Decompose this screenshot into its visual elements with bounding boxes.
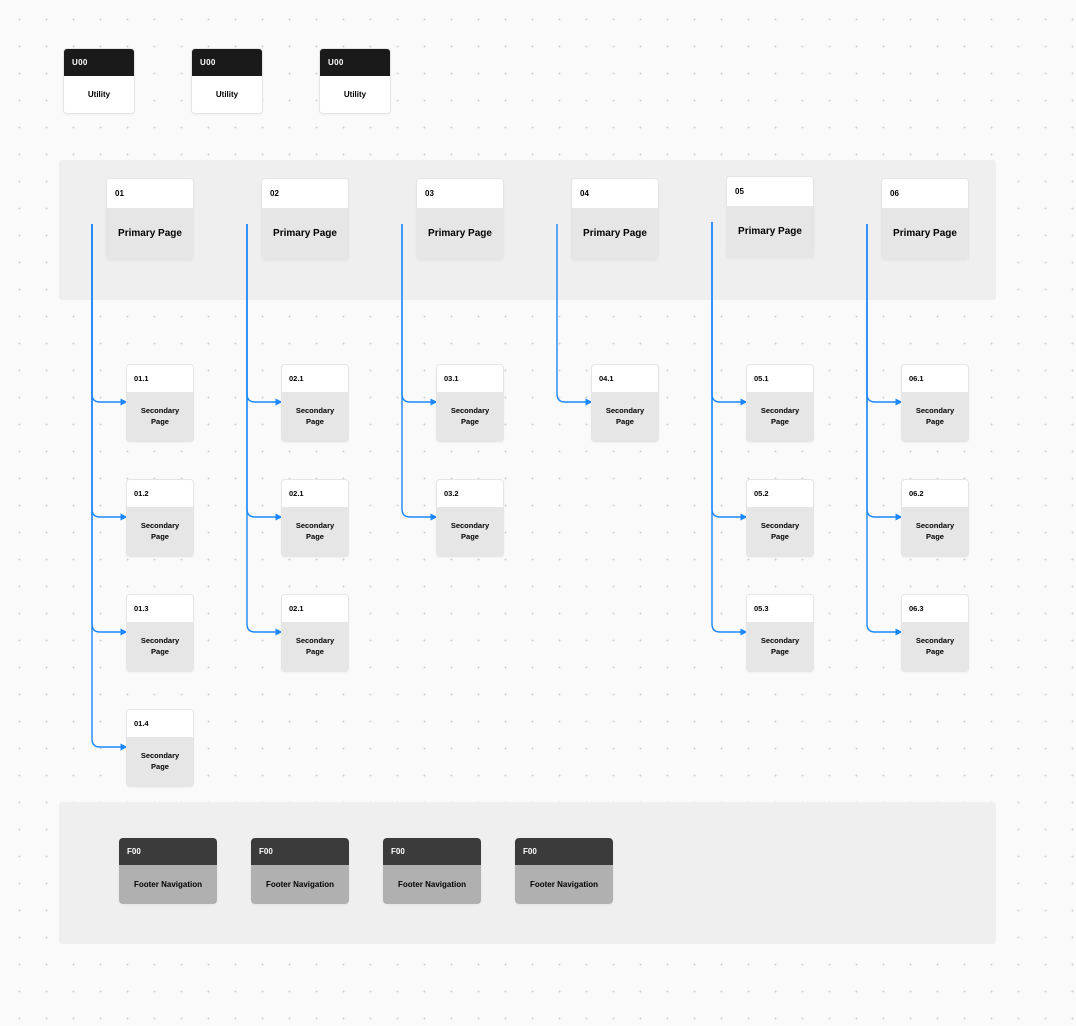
secondary-page-card[interactable]: 03.2SecondaryPage xyxy=(436,479,504,557)
secondary-card-id: 01.2 xyxy=(127,480,193,507)
primary-page-card[interactable]: 02Primary Page xyxy=(261,178,349,260)
utility-card-id: U00 xyxy=(320,49,390,76)
secondary-page-card[interactable]: 01.2SecondaryPage xyxy=(126,479,194,557)
secondary-page-card[interactable]: 02.1SecondaryPage xyxy=(281,479,349,557)
primary-card-label: Primary Page xyxy=(572,208,658,259)
secondary-card-id: 06.2 xyxy=(902,480,968,507)
primary-page-card[interactable]: 01Primary Page xyxy=(106,178,194,260)
secondary-card-label: SecondaryPage xyxy=(127,507,193,556)
secondary-page-card[interactable]: 01.3SecondaryPage xyxy=(126,594,194,672)
utility-card-label: Utility xyxy=(64,76,134,113)
primary-card-id: 02 xyxy=(262,179,348,208)
secondary-card-label: SecondaryPage xyxy=(902,622,968,671)
secondary-card-id: 04.1 xyxy=(592,365,658,392)
utility-card[interactable]: U00Utility xyxy=(319,48,391,114)
footer-card-id: F00 xyxy=(383,838,481,865)
utility-card[interactable]: U00Utility xyxy=(63,48,135,114)
utility-card-id: U00 xyxy=(192,49,262,76)
sitemap-canvas: U00UtilityU00UtilityU00Utility01Primary … xyxy=(0,0,1076,1026)
secondary-card-label: SecondaryPage xyxy=(282,392,348,441)
secondary-card-id: 01.4 xyxy=(127,710,193,737)
secondary-card-id: 01.3 xyxy=(127,595,193,622)
primary-card-id: 06 xyxy=(882,179,968,208)
primary-card-label: Primary Page xyxy=(727,206,813,257)
secondary-card-id: 05.3 xyxy=(747,595,813,622)
secondary-page-card[interactable]: 02.1SecondaryPage xyxy=(281,594,349,672)
footer-card-id: F00 xyxy=(515,838,613,865)
secondary-card-label: SecondaryPage xyxy=(747,507,813,556)
footer-card-label: Footer Navigation xyxy=(383,865,481,904)
footer-nav-card[interactable]: F00Footer Navigation xyxy=(119,838,217,904)
secondary-card-label: SecondaryPage xyxy=(282,507,348,556)
secondary-card-id: 05.1 xyxy=(747,365,813,392)
footer-card-label: Footer Navigation xyxy=(515,865,613,904)
secondary-page-card[interactable]: 06.3SecondaryPage xyxy=(901,594,969,672)
secondary-page-card[interactable]: 01.4SecondaryPage xyxy=(126,709,194,787)
secondary-page-card[interactable]: 05.1SecondaryPage xyxy=(746,364,814,442)
utility-card-id: U00 xyxy=(64,49,134,76)
secondary-card-id: 02.1 xyxy=(282,365,348,392)
secondary-card-label: SecondaryPage xyxy=(902,392,968,441)
primary-page-card[interactable]: 04Primary Page xyxy=(571,178,659,260)
secondary-card-id: 03.2 xyxy=(437,480,503,507)
secondary-page-card[interactable]: 02.1SecondaryPage xyxy=(281,364,349,442)
secondary-card-label: SecondaryPage xyxy=(747,392,813,441)
primary-page-card[interactable]: 03Primary Page xyxy=(416,178,504,260)
secondary-page-card[interactable]: 06.1SecondaryPage xyxy=(901,364,969,442)
primary-card-label: Primary Page xyxy=(262,208,348,259)
secondary-card-label: SecondaryPage xyxy=(127,392,193,441)
primary-card-id: 04 xyxy=(572,179,658,208)
utility-card[interactable]: U00Utility xyxy=(191,48,263,114)
secondary-card-label: SecondaryPage xyxy=(127,737,193,786)
primary-card-label: Primary Page xyxy=(882,208,968,259)
secondary-card-label: SecondaryPage xyxy=(592,392,658,441)
primary-zone xyxy=(59,160,996,300)
secondary-page-card[interactable]: 04.1SecondaryPage xyxy=(591,364,659,442)
primary-card-label: Primary Page xyxy=(107,208,193,259)
footer-nav-card[interactable]: F00Footer Navigation xyxy=(515,838,613,904)
secondary-card-id: 01.1 xyxy=(127,365,193,392)
secondary-card-id: 05.2 xyxy=(747,480,813,507)
secondary-page-card[interactable]: 05.3SecondaryPage xyxy=(746,594,814,672)
primary-card-id: 05 xyxy=(727,177,813,206)
primary-page-card[interactable]: 05Primary Page xyxy=(726,176,814,258)
secondary-card-label: SecondaryPage xyxy=(747,622,813,671)
footer-card-label: Footer Navigation xyxy=(251,865,349,904)
secondary-card-label: SecondaryPage xyxy=(902,507,968,556)
secondary-page-card[interactable]: 01.1SecondaryPage xyxy=(126,364,194,442)
secondary-page-card[interactable]: 06.2SecondaryPage xyxy=(901,479,969,557)
secondary-card-label: SecondaryPage xyxy=(282,622,348,671)
connector-line xyxy=(92,224,126,747)
secondary-card-id: 03.1 xyxy=(437,365,503,392)
primary-card-id: 03 xyxy=(417,179,503,208)
footer-nav-card[interactable]: F00Footer Navigation xyxy=(251,838,349,904)
footer-nav-card[interactable]: F00Footer Navigation xyxy=(383,838,481,904)
secondary-page-card[interactable]: 05.2SecondaryPage xyxy=(746,479,814,557)
footer-card-label: Footer Navigation xyxy=(119,865,217,904)
secondary-card-id: 06.1 xyxy=(902,365,968,392)
primary-page-card[interactable]: 06Primary Page xyxy=(881,178,969,260)
footer-card-id: F00 xyxy=(251,838,349,865)
primary-card-id: 01 xyxy=(107,179,193,208)
secondary-card-id: 06.3 xyxy=(902,595,968,622)
footer-card-id: F00 xyxy=(119,838,217,865)
secondary-card-id: 02.1 xyxy=(282,595,348,622)
utility-card-label: Utility xyxy=(320,76,390,113)
secondary-card-id: 02.1 xyxy=(282,480,348,507)
primary-card-label: Primary Page xyxy=(417,208,503,259)
secondary-card-label: SecondaryPage xyxy=(437,392,503,441)
secondary-page-card[interactable]: 03.1SecondaryPage xyxy=(436,364,504,442)
utility-card-label: Utility xyxy=(192,76,262,113)
secondary-card-label: SecondaryPage xyxy=(437,507,503,556)
secondary-card-label: SecondaryPage xyxy=(127,622,193,671)
